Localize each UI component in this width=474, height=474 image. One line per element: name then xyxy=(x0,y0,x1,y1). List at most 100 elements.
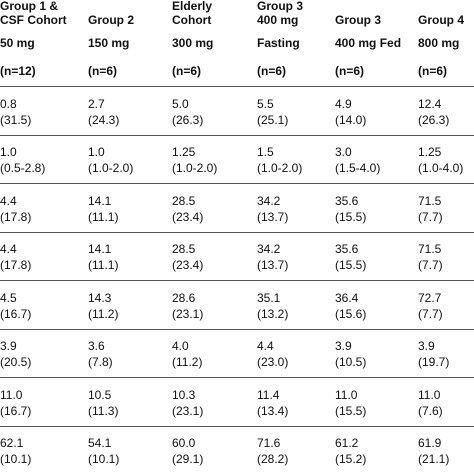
cell-variability: (7.7) xyxy=(418,258,443,272)
row-divider xyxy=(0,280,474,281)
header-line: Group 3 xyxy=(257,0,304,13)
cell-value: 14.1 xyxy=(88,242,112,256)
cell-variability: (19.7) xyxy=(418,355,450,369)
cell-value: 35.6 xyxy=(335,242,359,256)
cell-value: 4.4 xyxy=(0,194,17,208)
cell-value: 61.2 xyxy=(335,436,359,450)
header-line: Group 2 xyxy=(88,13,135,27)
header-dose: Fasting xyxy=(257,36,300,50)
cell-variability: (23.4) xyxy=(172,258,204,272)
cell-value: 62.1 xyxy=(0,436,24,450)
cell-variability: (26.3) xyxy=(172,113,204,127)
cell-variability: (11.2) xyxy=(88,307,119,321)
cell-variability: (29.1) xyxy=(172,452,204,466)
cell-value: 11.0 xyxy=(418,388,441,402)
cell-value: 3.0 xyxy=(335,145,352,159)
cell-value: 4.0 xyxy=(172,339,189,353)
cell-variability: (25.1) xyxy=(257,113,289,127)
header-n: (n=6) xyxy=(335,64,365,78)
cell-value: 14.1 xyxy=(88,194,112,208)
cell-value: 28.6 xyxy=(172,291,196,305)
cell-value: 34.2 xyxy=(257,242,281,256)
table-header: Group 1 & CSF Cohort 50 mg (n=12) Group … xyxy=(0,0,474,88)
header-line: Cohort xyxy=(172,13,212,27)
header-dose: 300 mg xyxy=(172,36,214,50)
cell-variability: (21.1) xyxy=(418,452,450,466)
header-line: Elderly xyxy=(172,0,213,13)
row-divider xyxy=(0,232,474,233)
header-dose: 800 mg xyxy=(418,36,460,50)
cell-value: 4.5 xyxy=(0,291,17,305)
header-line: CSF Cohort xyxy=(0,13,67,27)
cell-variability: (23.1) xyxy=(172,404,204,418)
cell-variability: (17.8) xyxy=(0,210,32,224)
cell-variability: (10.1) xyxy=(88,452,120,466)
cell-value: 71.5 xyxy=(418,194,442,208)
cell-variability: (15.5) xyxy=(335,210,367,224)
cell-variability: (10.1) xyxy=(0,452,32,466)
cell-value: 14.3 xyxy=(88,291,112,305)
cell-value: 10.5 xyxy=(88,388,112,402)
cell-value: 5.5 xyxy=(257,97,274,111)
cell-variability: (11.1) xyxy=(88,258,119,272)
header-line: 400 mg xyxy=(257,13,299,27)
header-n: (n=6) xyxy=(172,64,202,78)
cell-variability: (15.6) xyxy=(335,307,367,321)
cell-variability: (11.3) xyxy=(88,404,119,418)
header-n: (n=6) xyxy=(418,64,448,78)
cell-variability: (7.7) xyxy=(418,307,443,321)
cell-value: 1.25 xyxy=(172,145,196,159)
cell-value: 5.0 xyxy=(172,97,189,111)
cell-variability: (11.2) xyxy=(172,355,203,369)
cell-variability: (0.5-2.8) xyxy=(0,161,46,175)
cell-variability: (7.6) xyxy=(418,404,443,418)
cell-value: 11.0 xyxy=(335,388,358,402)
cell-variability: (16.7) xyxy=(0,404,32,418)
cell-variability: (13.2) xyxy=(257,307,289,321)
row-divider xyxy=(0,329,474,330)
cell-value: 35.1 xyxy=(257,291,281,305)
cell-variability: (1.0-2.0) xyxy=(172,161,218,175)
cell-value: 28.5 xyxy=(172,194,196,208)
cell-value: 4.9 xyxy=(335,97,352,111)
cell-variability: (13.4) xyxy=(257,404,289,418)
header-line: Group 4 xyxy=(418,13,465,27)
row-divider xyxy=(0,377,474,378)
cell-variability: (26.3) xyxy=(418,113,450,127)
row-divider xyxy=(0,183,474,184)
cell-variability: (23.0) xyxy=(257,355,289,369)
cell-value: 12.4 xyxy=(418,97,442,111)
cell-value: 28.5 xyxy=(172,242,196,256)
cell-value: 4.4 xyxy=(0,242,17,256)
cell-variability: (24.3) xyxy=(88,113,120,127)
cell-value: 34.2 xyxy=(257,194,281,208)
row-divider xyxy=(0,426,474,427)
header-n: (n=6) xyxy=(88,64,118,78)
cell-value: 2.7 xyxy=(88,97,105,111)
cell-value: 61.9 xyxy=(418,436,442,450)
cell-variability: (13.7) xyxy=(257,210,289,224)
cell-variability: (16.7) xyxy=(0,307,32,321)
header-dose: 150 mg xyxy=(88,36,130,50)
cell-value: 4.4 xyxy=(257,339,274,353)
cell-value: 3.6 xyxy=(88,339,105,353)
header-n: (n=6) xyxy=(257,64,287,78)
cell-value: 3.9 xyxy=(335,339,352,353)
cell-variability: (11.1) xyxy=(88,210,119,224)
cell-variability: (13.7) xyxy=(257,258,289,272)
cell-variability: (7.7) xyxy=(418,210,443,224)
header-line: Group 3 xyxy=(335,13,382,27)
cell-value: 11.4 xyxy=(257,388,280,402)
cell-variability: (23.4) xyxy=(172,210,204,224)
row-divider xyxy=(0,135,474,136)
cell-value: 3.9 xyxy=(0,339,17,353)
cell-value: 36.4 xyxy=(335,291,359,305)
cell-value: 1.0 xyxy=(88,145,105,159)
cell-variability: (1.5-4.0) xyxy=(335,161,381,175)
cell-variability: (17.8) xyxy=(0,258,32,272)
cell-variability: (1.0-2.0) xyxy=(257,161,303,175)
cell-variability: (10.5) xyxy=(335,355,367,369)
cell-variability: (15.5) xyxy=(335,404,367,418)
cell-value: 11.0 xyxy=(0,388,23,402)
cell-value: 72.7 xyxy=(418,291,442,305)
